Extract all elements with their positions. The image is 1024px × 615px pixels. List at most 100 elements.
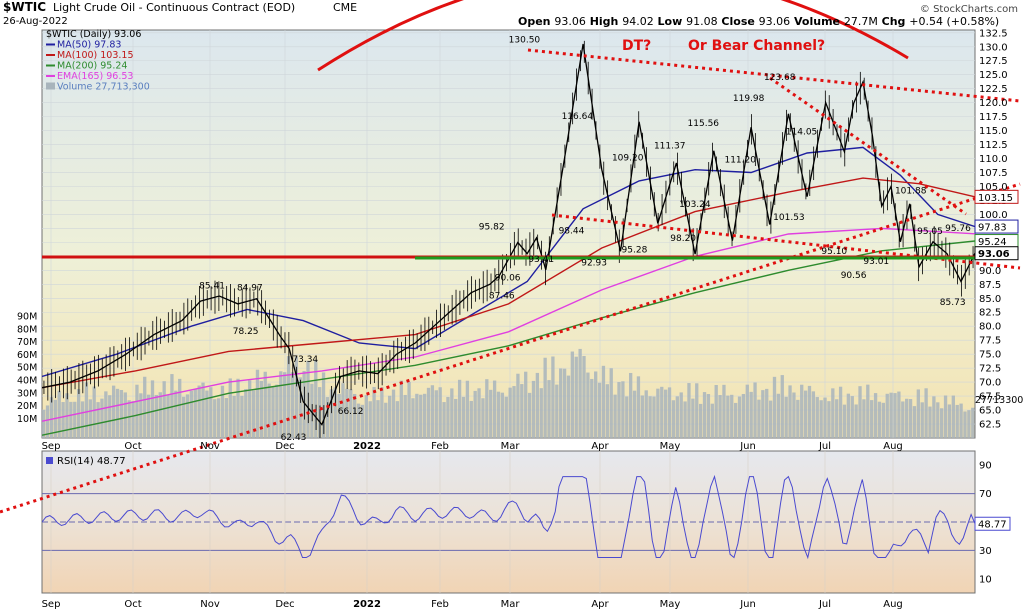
- volume-bar: [539, 388, 543, 438]
- volume-bar: [644, 390, 648, 438]
- volume-bar: [279, 371, 283, 438]
- price-point-label: 73.34: [292, 355, 318, 365]
- price-point-label: 101.53: [773, 213, 805, 223]
- volume-bar: [290, 372, 295, 438]
- volume-bar: [823, 397, 827, 438]
- volume-bar: [267, 383, 271, 438]
- price-point-label: 95.76: [945, 224, 971, 234]
- volume-bar: [811, 391, 816, 438]
- volume-bar: [846, 393, 851, 438]
- price-point-label: 115.56: [688, 119, 720, 129]
- volume-tick-label: 40M: [17, 376, 37, 387]
- volume-bar: [73, 401, 77, 438]
- legend-label: Volume 27,713,300: [57, 82, 150, 93]
- volume-tick-label: 10M: [17, 414, 37, 425]
- x-tick-label: Sep: [42, 441, 61, 452]
- rsi-legend: RSI(14) 48.77: [46, 456, 126, 467]
- volume-bar: [652, 396, 656, 438]
- ohlc-key: High: [586, 15, 622, 28]
- volume-bar: [69, 401, 73, 438]
- volume-bar: [193, 389, 197, 438]
- ma-tag-box: [974, 246, 1019, 261]
- volume-bar: [485, 379, 489, 438]
- price-tick-label: 112.5: [979, 140, 1008, 151]
- volume-bar: [349, 389, 353, 438]
- rsi-grid: 907050301048.77: [42, 451, 1011, 593]
- rsi-line: [42, 474, 975, 560]
- volume-bar: [827, 401, 831, 438]
- volume-bar: [360, 404, 365, 438]
- volume-bar: [162, 381, 166, 438]
- ma-line-ma100: [42, 177, 975, 389]
- volume-bar: [613, 394, 617, 438]
- volume-bar: [792, 392, 796, 438]
- price-point-label: 116.64: [562, 112, 594, 122]
- volume-bar: [248, 380, 252, 438]
- volume-bar: [566, 375, 571, 438]
- volume-bar: [119, 390, 124, 438]
- price-point-label: 114.05: [786, 128, 818, 138]
- volume-bar: [524, 371, 528, 438]
- volume-bar: [737, 396, 742, 438]
- ohlc-value: 91.08: [686, 15, 718, 28]
- volume-bar: [967, 410, 971, 438]
- volume-bar: [516, 373, 520, 438]
- volume-bar: [640, 395, 644, 438]
- price-point-label: 84.97: [237, 284, 263, 294]
- volume-tick-label: 50M: [17, 363, 37, 374]
- volume-bar: [570, 351, 575, 438]
- volume-bar: [178, 378, 182, 438]
- volume-bar: [100, 398, 104, 438]
- volume-bar: [726, 395, 730, 438]
- ohlc-key: Volume: [790, 15, 844, 28]
- volume-bar: [139, 393, 143, 438]
- rsi-series: [42, 474, 975, 560]
- volume-bar: [135, 384, 139, 438]
- volume-bar: [885, 393, 889, 438]
- volume-bar: [325, 397, 330, 438]
- price-point-label: 95.28: [622, 246, 648, 256]
- x-tick-label: Feb: [431, 599, 449, 610]
- volume-bar: [897, 391, 901, 438]
- volume-bar: [675, 396, 679, 438]
- volume-bar: [415, 393, 419, 438]
- x-tick-label: Sep: [42, 599, 61, 610]
- volume-bar: [411, 398, 415, 438]
- volume-bar: [294, 356, 298, 438]
- volume-bar: [920, 402, 924, 438]
- volume-bar: [932, 396, 936, 438]
- volume-bar: [765, 388, 769, 438]
- volume-bar: [531, 380, 536, 438]
- volume-bar: [434, 390, 438, 438]
- volume-tick-label: 90M: [17, 312, 37, 323]
- volume-bar: [718, 395, 722, 438]
- volume-bar: [240, 395, 244, 438]
- legend-swatch: [46, 82, 55, 90]
- date: 26-Aug-2022: [3, 16, 68, 27]
- brand: © StockCharts.com: [920, 4, 1018, 15]
- volume-bar: [741, 393, 746, 438]
- x-tick-label: Aug: [883, 441, 903, 452]
- price-tick-label: 100.0: [979, 210, 1008, 221]
- volume-bar: [582, 356, 586, 438]
- x-tick-label: Oct: [124, 441, 141, 452]
- price-point-label: 130.50: [509, 36, 541, 46]
- volume-bar: [341, 383, 345, 438]
- volume-bar: [784, 396, 788, 438]
- x-tick-label: Jul: [818, 599, 831, 610]
- volume-bar: [870, 400, 874, 438]
- volume-bar: [364, 395, 368, 438]
- volume-bar: [955, 404, 959, 438]
- volume-bar: [283, 372, 287, 438]
- volume-bar: [422, 393, 427, 438]
- price-point-label: 98.44: [559, 227, 585, 237]
- volume-bar: [803, 390, 808, 438]
- price-tick-label: 87.5: [979, 280, 1001, 291]
- price-point-label: 90.06: [495, 274, 521, 284]
- volume-bar: [430, 385, 435, 438]
- volume-bar: [625, 396, 629, 438]
- price-tick-label: 107.5: [979, 168, 1008, 179]
- price-point-label: 62.43: [281, 433, 307, 443]
- volume-bar: [314, 359, 318, 438]
